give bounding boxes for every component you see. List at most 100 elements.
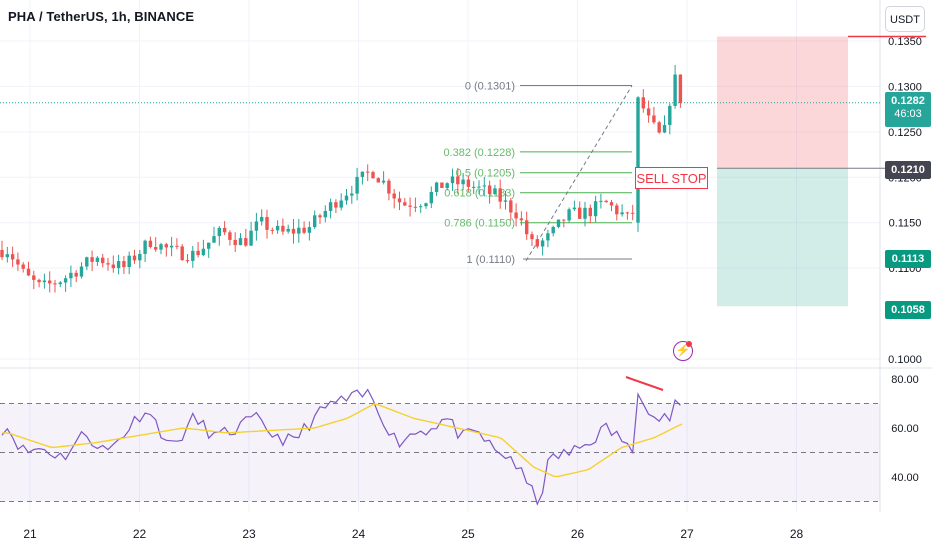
candle-body — [180, 246, 184, 261]
time-tick-label: 28 — [790, 527, 804, 541]
time-tick-label: 23 — [242, 527, 256, 541]
divergence-line — [625, 376, 664, 391]
candle-body — [127, 255, 131, 268]
candle-body — [10, 254, 15, 260]
candle-body — [604, 200, 608, 203]
candle-body — [525, 220, 529, 235]
last-price-value: 0.1282 — [891, 95, 925, 107]
candle-body — [212, 236, 216, 243]
candle-body — [307, 227, 312, 233]
candle-body — [615, 205, 619, 215]
candle-body — [572, 207, 577, 210]
candle-body — [244, 238, 248, 246]
candle-body — [21, 264, 25, 269]
candle-body — [668, 105, 672, 125]
candle-body — [371, 172, 375, 179]
rsi-ma-line — [2, 403, 683, 478]
fib-level-label: 0.5 (0.1205) — [456, 168, 515, 180]
candle-body — [631, 212, 635, 214]
candle-body — [122, 261, 126, 268]
candle-body — [509, 200, 513, 213]
candle-body — [106, 263, 110, 265]
candle-body — [588, 207, 592, 217]
candle-body — [207, 242, 211, 249]
candle-body — [434, 182, 439, 192]
candle-body — [487, 185, 492, 195]
fib-level-label: 1 (0.1110) — [466, 254, 515, 266]
candle-body — [673, 74, 677, 106]
candle-body — [201, 248, 206, 256]
candle-body — [397, 198, 402, 203]
candle-body — [196, 250, 200, 256]
candle-body — [535, 239, 539, 247]
candle-body — [159, 244, 163, 250]
candle-body — [461, 179, 465, 185]
rsi-tick-label: 80.00 — [891, 374, 919, 386]
candle-body — [344, 195, 349, 201]
candle-body — [154, 247, 158, 250]
candle-body — [69, 272, 73, 279]
candle-body — [254, 221, 259, 231]
time-tick-label: 24 — [352, 527, 366, 541]
candle-body — [413, 206, 418, 208]
candle-body — [620, 212, 624, 215]
candle-body — [551, 226, 555, 234]
candle-body — [302, 227, 306, 233]
candle-body — [265, 216, 269, 230]
candle-body — [514, 212, 518, 219]
currency-unit-button[interactable]: USDT — [885, 6, 925, 32]
candle-body — [37, 279, 41, 283]
candle-body — [228, 232, 232, 240]
time-tick-label: 21 — [23, 527, 37, 541]
candle-body — [609, 202, 614, 206]
fib-level-label: 0.618 (0.1183) — [444, 188, 515, 200]
candle-body — [646, 108, 651, 116]
candle-body — [424, 203, 428, 207]
candle-body — [477, 186, 481, 188]
candle-body — [132, 255, 137, 261]
rsi-line — [1, 388, 681, 506]
price-tick-label: 0.1000 — [888, 354, 922, 366]
candle-body — [32, 275, 36, 280]
candle-body — [222, 227, 227, 233]
candle-body — [323, 210, 327, 218]
candle-body — [48, 280, 52, 284]
candle-body — [328, 202, 333, 211]
candle-body — [445, 183, 449, 188]
candle-body — [233, 239, 237, 246]
candle-body — [472, 186, 476, 188]
candle-body — [339, 200, 343, 208]
candle-body — [381, 180, 386, 183]
candle-body — [498, 188, 502, 202]
fib-trend-line — [525, 85, 633, 262]
candle-body — [74, 272, 78, 277]
candle-body — [26, 268, 31, 276]
rsi-tick-label: 60.00 — [891, 423, 919, 435]
candle-body — [466, 179, 471, 187]
candle-body — [567, 209, 571, 221]
candle-body — [387, 180, 391, 194]
candle-body — [281, 225, 285, 232]
candle-body — [111, 264, 115, 269]
candle-body — [42, 280, 47, 283]
candle-body — [138, 253, 142, 261]
alert-dot-icon — [686, 341, 692, 347]
candle-body — [95, 257, 100, 262]
candle-body — [0, 249, 4, 258]
candle-body — [403, 202, 407, 206]
reward-zone — [717, 168, 848, 307]
last-price-badge: 0.1282 46:03 — [885, 92, 931, 127]
candle-body — [657, 122, 661, 133]
time-tick-label: 25 — [461, 527, 475, 541]
candle-body — [238, 238, 243, 246]
sell-stop-label[interactable]: SELL STOP — [635, 167, 708, 189]
candle-body — [540, 240, 545, 247]
target-1-badge: 0.1113 — [885, 250, 931, 268]
candle-body — [578, 207, 582, 219]
candle-body — [482, 185, 486, 187]
candle-body — [270, 229, 274, 231]
candle-body — [217, 227, 221, 237]
candle-body — [360, 171, 365, 177]
candle-body — [429, 191, 433, 204]
